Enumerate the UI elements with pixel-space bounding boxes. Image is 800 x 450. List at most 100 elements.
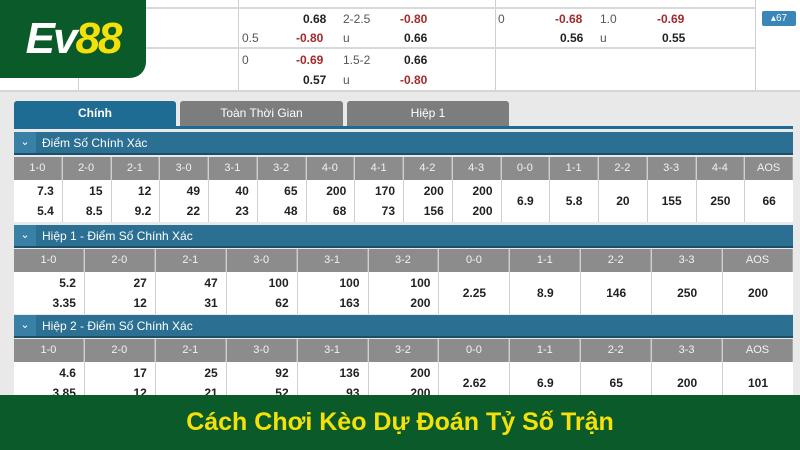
odds-value[interactable]: 200 <box>472 184 493 198</box>
odds-value[interactable]: -0.68 <box>555 12 583 26</box>
odds-cell: 47 31 <box>156 272 226 314</box>
tab-hiep-1[interactable]: Hiệp 1 <box>347 101 509 126</box>
odds-cell: 100 62 <box>227 272 297 314</box>
odds-value[interactable]: 250 <box>677 286 698 300</box>
odds-value[interactable]: 47 <box>204 276 218 290</box>
odds-value[interactable]: 0.57 <box>303 73 327 87</box>
odds-value[interactable]: 66 <box>762 194 776 208</box>
odds-value[interactable]: 200 <box>472 204 493 218</box>
odds-value[interactable]: 65 <box>284 184 298 198</box>
odds-value[interactable]: 4.6 <box>59 366 76 380</box>
odds-value[interactable]: 5.2 <box>59 276 76 290</box>
odds-value[interactable]: 0.66 <box>404 53 428 67</box>
odds-value[interactable]: 2.62 <box>462 376 487 390</box>
odds-value[interactable]: 48 <box>284 204 298 218</box>
tab-chinh[interactable]: Chính <box>14 101 176 126</box>
odds-value[interactable]: 20 <box>616 194 630 208</box>
under-label: u <box>343 31 350 45</box>
odds-value[interactable]: 5.4 <box>37 204 54 218</box>
score-column: 3-0 49 22 <box>160 157 209 222</box>
odds-cell: 101 <box>723 362 793 404</box>
odds-value[interactable]: 0.55 <box>662 31 686 45</box>
odds-cell: 250 <box>652 272 722 314</box>
chevron-down-icon[interactable]: ⌄ <box>14 315 36 336</box>
odds-value[interactable]: 73 <box>381 204 395 218</box>
odds-value[interactable]: 17 <box>133 366 147 380</box>
odds-value[interactable]: 100 <box>339 276 360 290</box>
odds-value[interactable]: -0.80 <box>296 31 324 45</box>
score-label: 4-3 <box>452 157 501 180</box>
odds-cell: 155 <box>648 180 696 222</box>
odds-value[interactable]: 200 <box>326 184 347 198</box>
odds-value[interactable]: 0.66 <box>404 31 428 45</box>
odds-value[interactable]: 200 <box>423 184 444 198</box>
odds-value[interactable]: 163 <box>339 296 360 310</box>
odds-value[interactable]: 6.9 <box>536 376 554 390</box>
odds-value[interactable]: 15 <box>89 184 103 198</box>
odds-value[interactable]: 25 <box>204 366 218 380</box>
odds-value[interactable]: 6.9 <box>517 194 534 208</box>
odds-value[interactable]: 31 <box>204 296 218 310</box>
odds-value[interactable]: 22 <box>186 204 200 218</box>
score-column: 3-1 136 93 <box>297 339 369 404</box>
odds-value[interactable]: 250 <box>710 194 731 208</box>
odds-value[interactable]: 8.5 <box>85 204 103 218</box>
score-column: 3-2 100 200 <box>368 249 440 314</box>
odds-value[interactable]: 200 <box>410 296 431 310</box>
odds-value[interactable]: 156 <box>423 204 444 218</box>
odds-value[interactable]: 101 <box>748 376 769 390</box>
score-label: 1-0 <box>14 339 84 362</box>
odds-value[interactable]: 12 <box>133 296 147 310</box>
odds-value[interactable]: 3.35 <box>52 296 76 310</box>
score-label: 4-2 <box>404 157 452 180</box>
tab-toan-thoi-gian[interactable]: Toàn Thời Gian <box>180 101 343 126</box>
odds-value[interactable]: -0.69 <box>657 12 685 26</box>
odds-value[interactable]: 8.9 <box>536 286 554 300</box>
odds-value[interactable]: 100 <box>410 276 431 290</box>
score-column: 3-3 200 <box>652 339 724 404</box>
odds-value[interactable]: 5.8 <box>565 194 583 208</box>
odds-value[interactable]: 155 <box>661 194 682 208</box>
score-label: 1-0 <box>14 249 84 272</box>
score-odds-grid: 1-0 4.6 3.85 2-0 17 12 2-1 25 21 3-0 92 52 3-1 136 93 3… <box>14 339 793 404</box>
odds-value[interactable]: 49 <box>186 184 200 198</box>
odds-cell: 49 22 <box>160 180 208 222</box>
more-markets-badge[interactable]: ▴67 <box>762 11 796 26</box>
odds-value[interactable]: 200 <box>410 366 431 380</box>
odds-value[interactable]: -0.69 <box>296 53 324 67</box>
odds-value[interactable]: 146 <box>606 286 627 300</box>
score-column: 3-2 65 48 <box>257 157 307 222</box>
odds-value[interactable]: 100 <box>268 276 289 290</box>
odds-value[interactable]: 7.3 <box>37 184 54 198</box>
odds-value[interactable]: 200 <box>748 286 769 300</box>
odds-value[interactable]: 136 <box>339 366 360 380</box>
odds-value[interactable]: 65 <box>609 376 623 390</box>
odds-value[interactable]: -0.80 <box>400 12 428 26</box>
section-header[interactable]: ⌄ Hiệp 2 - Điểm Số Chính Xác <box>14 315 793 338</box>
odds-value[interactable]: 68 <box>332 204 347 218</box>
odds-value[interactable]: 9.2 <box>134 204 152 218</box>
score-label: 4-4 <box>696 157 745 180</box>
odds-value[interactable]: 40 <box>235 184 249 198</box>
score-column: 0-0 2.62 <box>439 339 511 404</box>
score-label: AOS <box>723 249 793 272</box>
section-header[interactable]: ⌄ Hiệp 1 - Điểm Số Chính Xác <box>14 225 793 248</box>
odds-value[interactable]: 0.68 <box>303 12 327 26</box>
score-label: 3-1 <box>209 157 257 180</box>
chevron-down-icon[interactable]: ⌄ <box>14 225 36 246</box>
odds-value[interactable]: 0.56 <box>560 31 584 45</box>
odds-value[interactable]: 23 <box>235 204 249 218</box>
odds-cell: 200 <box>652 362 722 404</box>
section-header[interactable]: ⌄ Điểm Số Chính Xác <box>14 132 793 155</box>
odds-value[interactable]: -0.80 <box>400 73 428 87</box>
score-column: 2-1 12 9.2 <box>111 157 161 222</box>
chevron-down-icon[interactable]: ⌄ <box>14 132 36 153</box>
odds-value[interactable]: 170 <box>374 184 395 198</box>
odds-value[interactable]: 92 <box>275 366 289 380</box>
odds-value[interactable]: 27 <box>133 276 147 290</box>
score-column: 1-0 5.2 3.35 <box>14 249 85 314</box>
odds-value[interactable]: 12 <box>137 184 152 198</box>
odds-value[interactable]: 62 <box>275 296 289 310</box>
odds-value[interactable]: 2.25 <box>462 286 487 300</box>
odds-value[interactable]: 200 <box>677 376 698 390</box>
